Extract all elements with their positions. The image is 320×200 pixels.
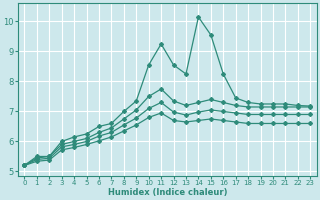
X-axis label: Humidex (Indice chaleur): Humidex (Indice chaleur) <box>108 188 227 197</box>
